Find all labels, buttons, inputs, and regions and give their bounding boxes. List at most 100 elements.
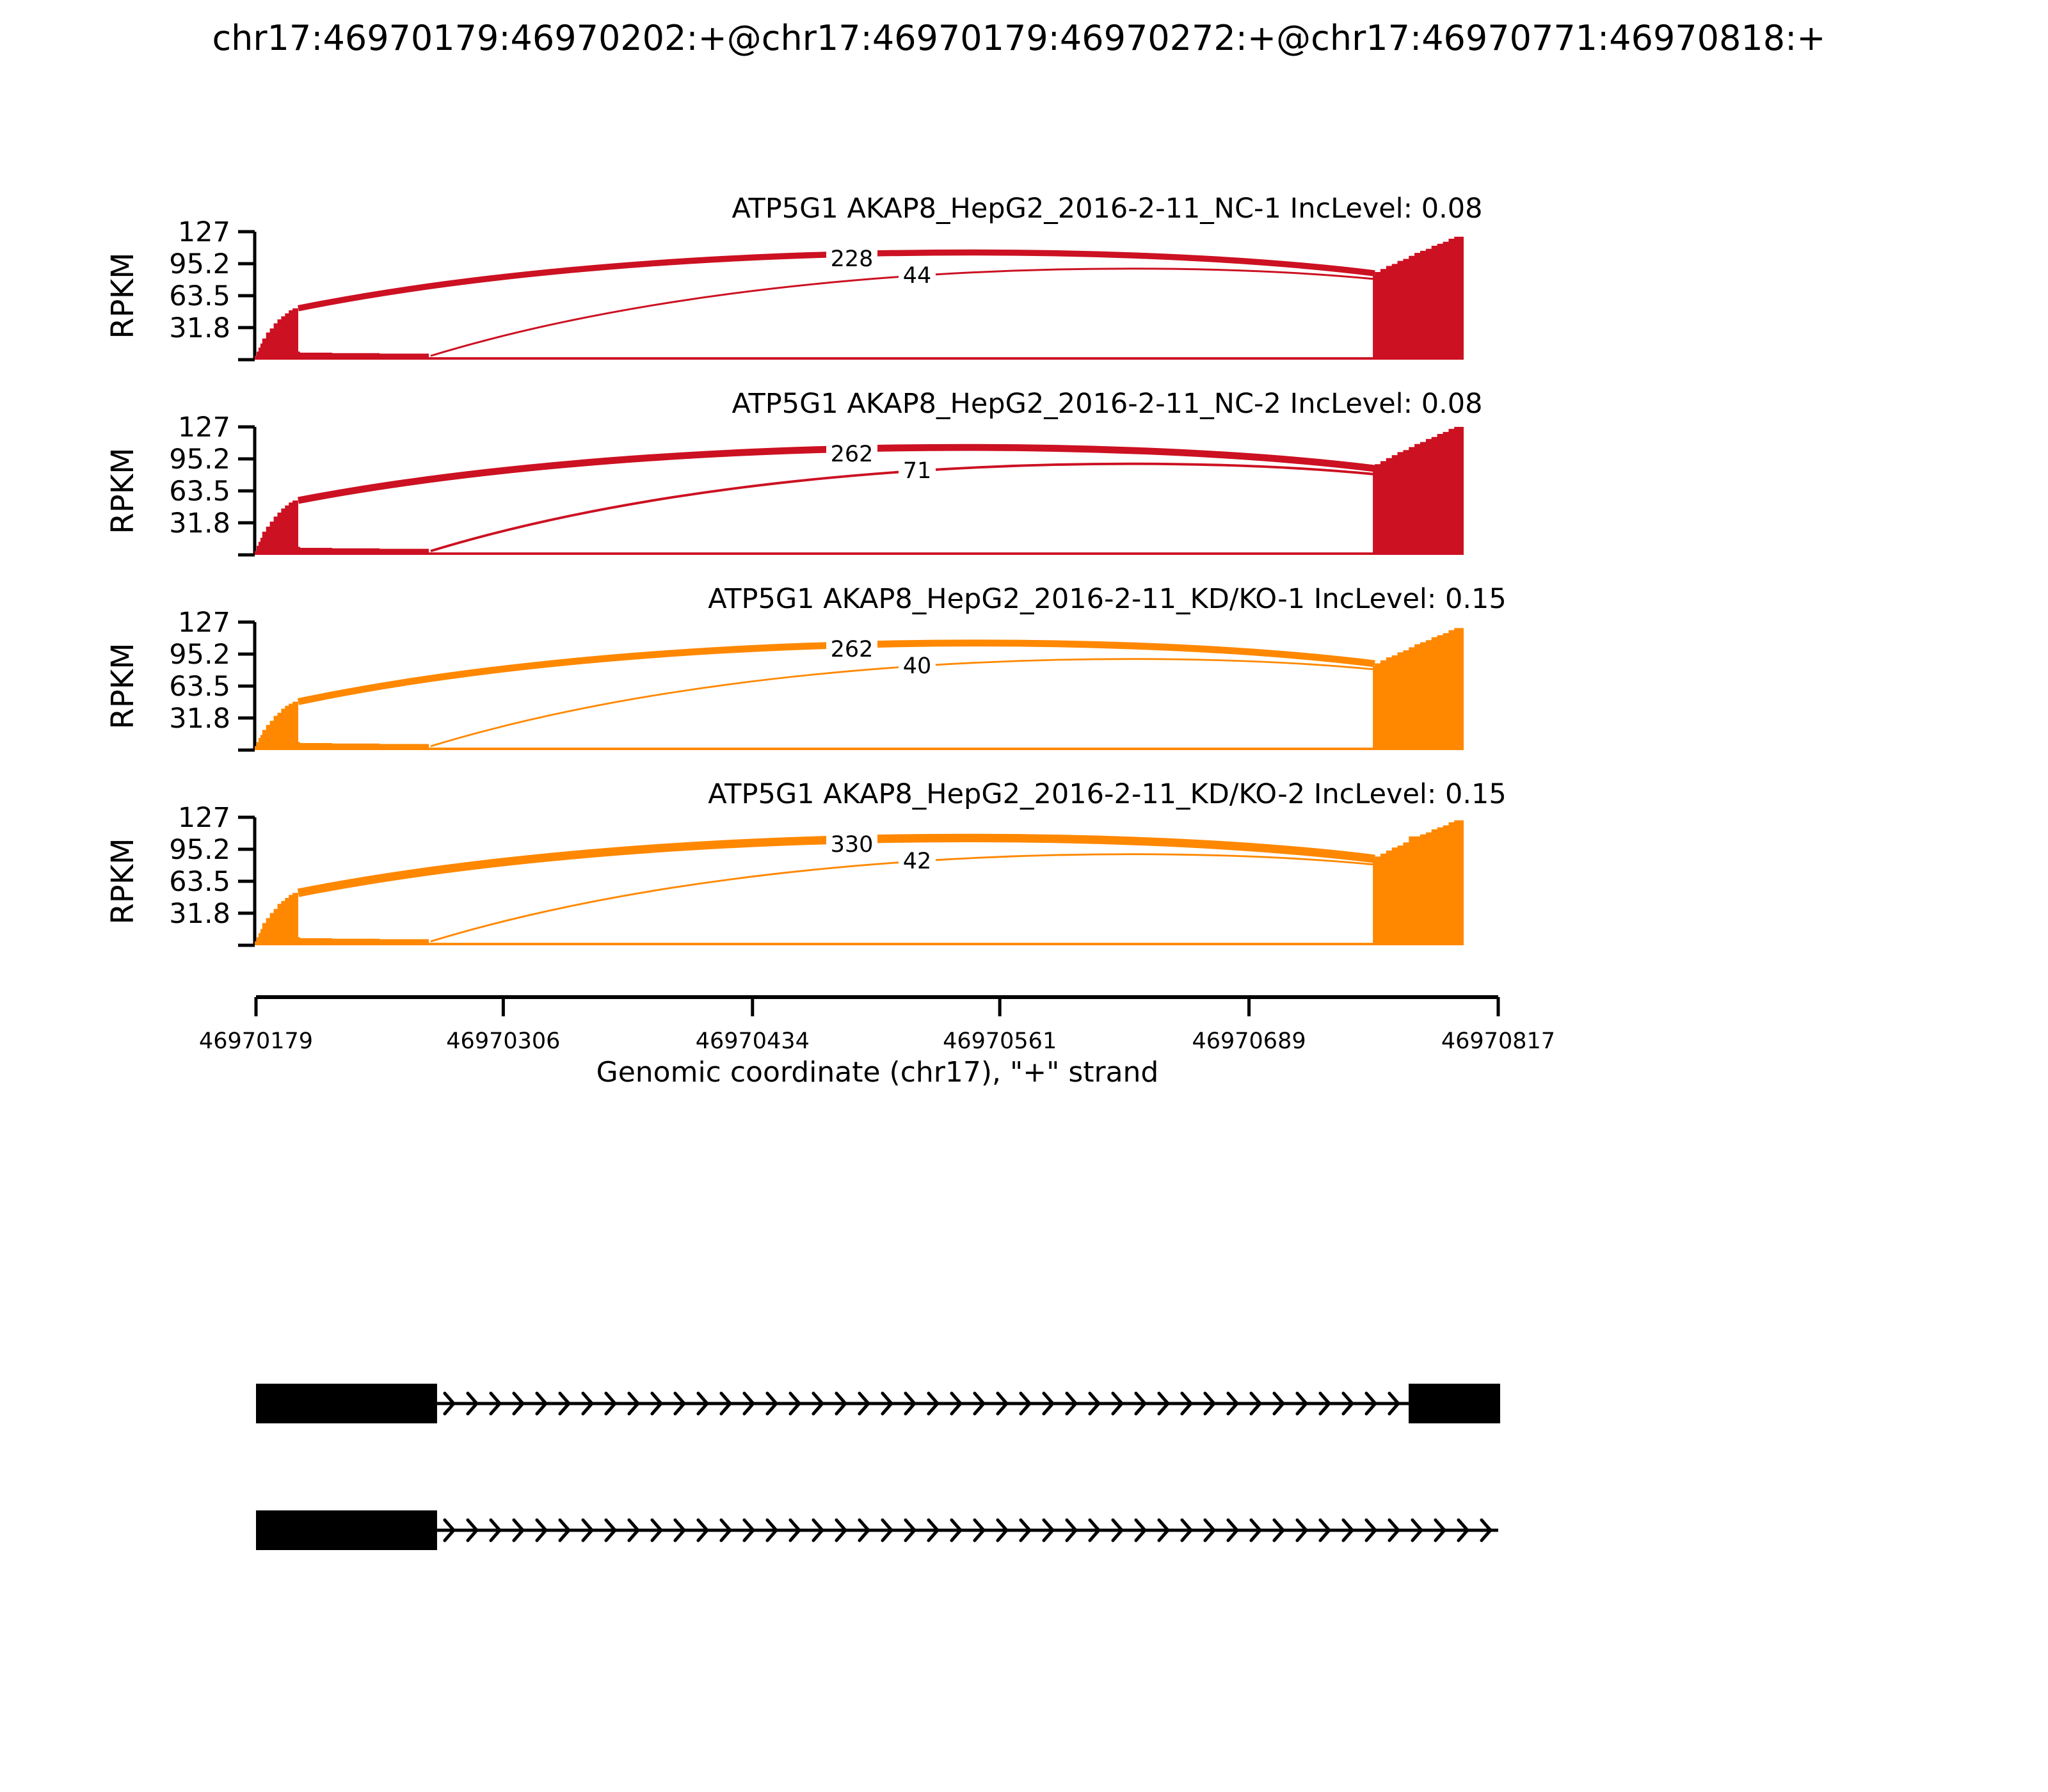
intron-arrow-chevron xyxy=(604,1518,618,1542)
rpkm-axis-label: RPKM xyxy=(105,252,141,339)
track-title: ATP5G1 AKAP8_HepG2_2016-2-11_NC-1 IncLev… xyxy=(732,193,1482,225)
intron-arrow-chevron xyxy=(696,1391,710,1416)
intron-arrow-chevron xyxy=(1295,1391,1309,1416)
genomic-x-axis: 46970179 46970306 46970434 46970561 46970689… xyxy=(199,995,1555,1054)
figure-title: chr17:46970179:46970202:+@chr17:46970179… xyxy=(212,18,1825,58)
isoform-row xyxy=(256,1384,1500,1423)
intron-arrow-chevron xyxy=(1411,1518,1424,1542)
y-tick-label: 95.2 xyxy=(169,248,230,280)
intron-arrow-chevron xyxy=(1019,1391,1032,1416)
x-tick-label: 46970306 xyxy=(446,1028,560,1054)
intron-arrow-chevron xyxy=(1111,1518,1124,1542)
x-tick-label: 46970179 xyxy=(199,1028,313,1054)
intron-arrow-chevron xyxy=(627,1518,641,1542)
intron-arrow-chevron xyxy=(788,1391,802,1416)
intron-arrow-chevron xyxy=(904,1518,917,1542)
intron-arrow-chevron xyxy=(996,1518,1009,1542)
intron-arrow-chevron xyxy=(788,1518,802,1542)
y-tick-label: 31.8 xyxy=(169,312,230,344)
intron-arrow-chevron xyxy=(1203,1391,1217,1416)
intron-arrow-chevron xyxy=(581,1518,595,1542)
track-title: ATP5G1 AKAP8_HepG2_2016-2-11_KD/KO-2 Inc… xyxy=(708,778,1507,810)
junction-count-bg xyxy=(826,244,877,273)
intron-arrow-chevron xyxy=(742,1391,756,1416)
intron-arrow-chevron xyxy=(765,1391,779,1416)
intron-arrow-chevron xyxy=(1318,1391,1332,1416)
intron-arrow-chevron xyxy=(927,1518,940,1542)
intron-arrow-chevron xyxy=(1226,1391,1240,1416)
y-tick-label: 31.8 xyxy=(169,898,230,930)
intron-arrow-chevron xyxy=(904,1391,917,1416)
intron-arrow-chevron xyxy=(1480,1518,1493,1542)
intron-arrow-chevron xyxy=(719,1518,733,1542)
intron-arrow-chevron xyxy=(858,1391,871,1416)
junction-count-label: 44 xyxy=(903,263,932,289)
junction-count-label: 262 xyxy=(831,637,874,662)
y-tick-label: 63.5 xyxy=(169,476,230,508)
junction-count-bg xyxy=(899,847,936,875)
junction-count-label: 40 xyxy=(903,653,932,679)
x-tick-label: 46970434 xyxy=(696,1028,810,1054)
intron-arrow-chevron xyxy=(512,1518,525,1542)
intron-arrow-chevron xyxy=(696,1518,710,1542)
y-tick-label: 95.2 xyxy=(169,639,230,671)
intron-arrow-chevron xyxy=(1364,1518,1378,1542)
transcript-panel xyxy=(256,1384,1500,1550)
isoform-row xyxy=(256,1510,1498,1550)
y-tick-label: 95.2 xyxy=(169,834,230,866)
intron-arrow-chevron xyxy=(558,1391,572,1416)
intron-arrow-chevron xyxy=(1134,1391,1148,1416)
intron-arrow-chevron xyxy=(719,1391,733,1416)
intron-arrow-chevron xyxy=(581,1391,595,1416)
y-tick-label: 31.8 xyxy=(169,703,230,735)
junction-count-label: 71 xyxy=(903,458,932,484)
junction-count-bg xyxy=(899,652,936,680)
intron-arrow-chevron xyxy=(858,1518,871,1542)
y-tick-label: 63.5 xyxy=(169,866,230,898)
intron-arrow-chevron xyxy=(1341,1518,1355,1542)
intron-arrow-chevron xyxy=(881,1518,894,1542)
intron-arrow-chevron xyxy=(558,1518,572,1542)
intron-arrow-chevron xyxy=(512,1391,525,1416)
track-title: ATP5G1 AKAP8_HepG2_2016-2-11_NC-2 IncLev… xyxy=(732,388,1482,420)
junction-count-bg xyxy=(899,456,936,484)
intron-arrow-chevron xyxy=(1042,1518,1055,1542)
junction-count-label: 228 xyxy=(831,246,874,272)
intron-arrow-chevron xyxy=(950,1518,963,1542)
intron-arrow-chevron xyxy=(673,1391,687,1416)
intron-arrow-chevron xyxy=(443,1518,456,1542)
intron-arrow-chevron xyxy=(1111,1391,1124,1416)
intron-arrow-chevron xyxy=(673,1518,687,1542)
y-tick-label: 63.5 xyxy=(169,280,230,312)
intron-arrow-chevron xyxy=(489,1391,502,1416)
intron-arrow-chevron xyxy=(1341,1391,1355,1416)
intron-arrow-chevron xyxy=(466,1518,479,1542)
intron-arrow-chevron xyxy=(627,1391,641,1416)
intron-arrow-chevron xyxy=(1065,1518,1078,1542)
junction-count-label: 330 xyxy=(831,832,874,858)
junction-count-label: 262 xyxy=(831,442,874,467)
y-tick-label: 127 xyxy=(178,412,230,444)
x-tick-label: 46970689 xyxy=(1192,1028,1306,1054)
junction-count-bg xyxy=(899,261,936,289)
junction-count-bg xyxy=(826,830,877,858)
intron-arrow-chevron xyxy=(604,1391,618,1416)
intron-arrow-chevron xyxy=(489,1518,502,1542)
x-axis-title: Genomic coordinate (chr17), "+" strand xyxy=(596,1056,1159,1089)
intron-arrow-chevron xyxy=(1388,1391,1401,1416)
intron-arrow-chevron xyxy=(1364,1391,1378,1416)
intron-arrow-chevron xyxy=(881,1391,894,1416)
intron-arrow-chevron xyxy=(973,1391,986,1416)
intron-arrow-chevron xyxy=(1065,1391,1078,1416)
x-tick-label: 46970817 xyxy=(1441,1028,1555,1054)
intron-arrow-chevron xyxy=(996,1391,1009,1416)
intron-arrow-chevron xyxy=(742,1518,756,1542)
rpkm-axis-label: RPKM xyxy=(105,447,141,534)
intron-arrow-chevron xyxy=(1226,1518,1240,1542)
y-tick-label: 95.2 xyxy=(169,444,230,476)
intron-arrow-chevron xyxy=(535,1518,548,1542)
